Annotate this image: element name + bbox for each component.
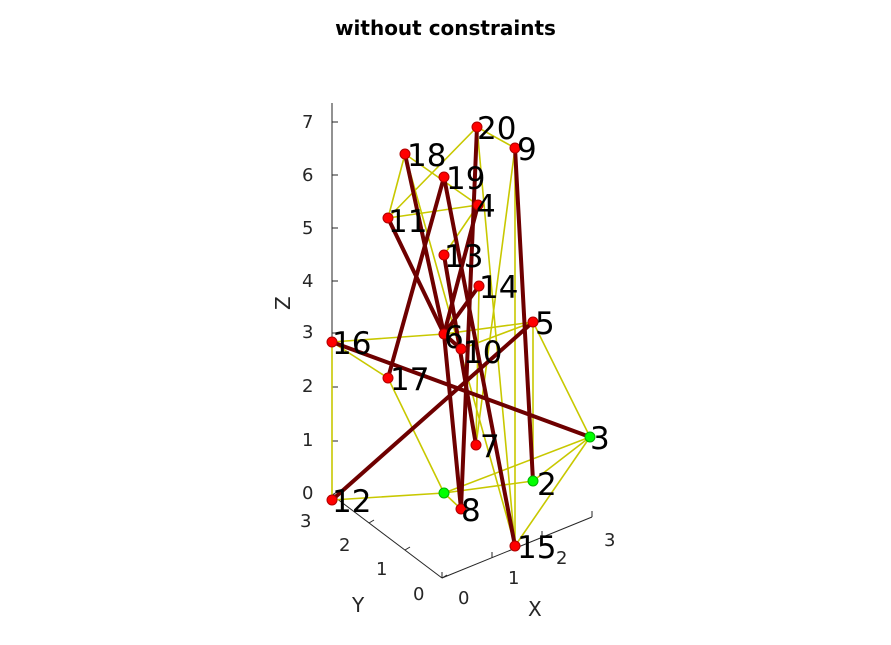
node-marker	[438, 171, 450, 183]
z-tick-label: 4	[302, 271, 313, 292]
x-tick-label: 2	[556, 548, 567, 569]
node-label: 8	[461, 493, 481, 529]
node-label: 20	[477, 111, 516, 147]
strong-edge	[513, 146, 535, 483]
z-tick-label: 2	[302, 376, 313, 397]
node-marker	[382, 212, 394, 224]
weak-edge	[387, 126, 478, 219]
x-tick-label: 1	[508, 568, 519, 589]
strong-edge	[442, 332, 463, 511]
node-label: 11	[388, 204, 427, 240]
z-tick-label: 7	[302, 112, 313, 133]
weak-edge	[476, 126, 516, 149]
node-marker	[438, 487, 450, 499]
node-marker	[473, 280, 485, 292]
node-marker	[509, 540, 521, 552]
axes: 0 1 2 3 4 5 6 7 0 1 2 3 0 1	[271, 103, 615, 621]
x-tick-label: 3	[604, 530, 615, 551]
y-tick-label: 1	[376, 559, 387, 580]
z-ticks: 0 1 2 3 4 5 6 7	[302, 112, 338, 504]
z-tick-label: 5	[302, 218, 313, 239]
node-marker	[472, 199, 484, 211]
y-tick-label: 2	[339, 535, 350, 556]
node-marker	[470, 439, 482, 451]
z-axis-label: Z	[271, 296, 295, 310]
node-marker	[455, 503, 467, 515]
node-marker	[326, 494, 338, 506]
node-label: 19	[446, 161, 485, 197]
weak-edge	[514, 436, 591, 547]
node-label: 16	[332, 326, 371, 362]
node-label: 15	[517, 530, 556, 566]
node-label: 9	[517, 132, 537, 168]
y-tick-label: 3	[300, 511, 311, 532]
node-marker	[399, 148, 411, 160]
strong-edge	[442, 175, 517, 548]
weak-edge	[331, 341, 389, 379]
strong-edge	[442, 203, 480, 336]
z-tick-label: 1	[302, 430, 313, 451]
node-label: 13	[444, 239, 483, 275]
chart-title: without constraints	[335, 16, 556, 40]
node-marker	[455, 343, 467, 355]
node-label: 17	[390, 362, 429, 398]
node-label: 18	[407, 138, 446, 174]
node-marker	[471, 121, 483, 133]
weak-edge	[532, 321, 591, 438]
x-tick-label: 0	[458, 588, 469, 609]
weak-edge	[331, 333, 445, 343]
weak-edge	[532, 436, 591, 482]
node-label: 12	[332, 484, 371, 520]
strong-edges	[330, 125, 592, 548]
strong-edge	[442, 284, 481, 336]
strong-edge	[459, 125, 479, 511]
node-label: 4	[476, 189, 496, 225]
node-marker	[326, 336, 338, 348]
node-marker	[438, 249, 450, 261]
node-marker	[382, 372, 394, 384]
strong-edge	[330, 320, 535, 502]
node-label: 14	[479, 270, 518, 306]
node-marker	[438, 328, 450, 340]
node-label: 7	[480, 429, 500, 465]
weak-edge	[387, 377, 445, 494]
strong-edge	[330, 340, 592, 439]
x-axis-label: X	[528, 597, 542, 621]
node-label: 5	[535, 306, 555, 342]
node-marker	[527, 316, 539, 328]
y-tick-label: 0	[413, 584, 424, 605]
y-axis-label: Y	[351, 593, 365, 617]
z-tick-label: 3	[302, 322, 313, 343]
node-marker	[509, 142, 521, 154]
node-marker	[527, 475, 539, 487]
node-marker	[584, 431, 596, 443]
x-ticks: 0 1 2 3	[441, 511, 615, 609]
y-ticks: 0 1 2 3	[300, 491, 448, 605]
node-label: 10	[463, 335, 502, 371]
z-tick-label: 6	[302, 165, 313, 186]
weak-edge	[443, 436, 591, 494]
strong-edge	[386, 175, 446, 380]
node-label: 3	[590, 421, 610, 457]
node-label: 2	[537, 467, 557, 503]
weak-edge	[387, 153, 406, 219]
weak-edge	[460, 321, 534, 350]
weak-edge	[475, 285, 480, 446]
z-tick-label: 0	[302, 483, 313, 504]
weak-edge	[331, 492, 445, 501]
y-axis-line	[331, 494, 443, 579]
